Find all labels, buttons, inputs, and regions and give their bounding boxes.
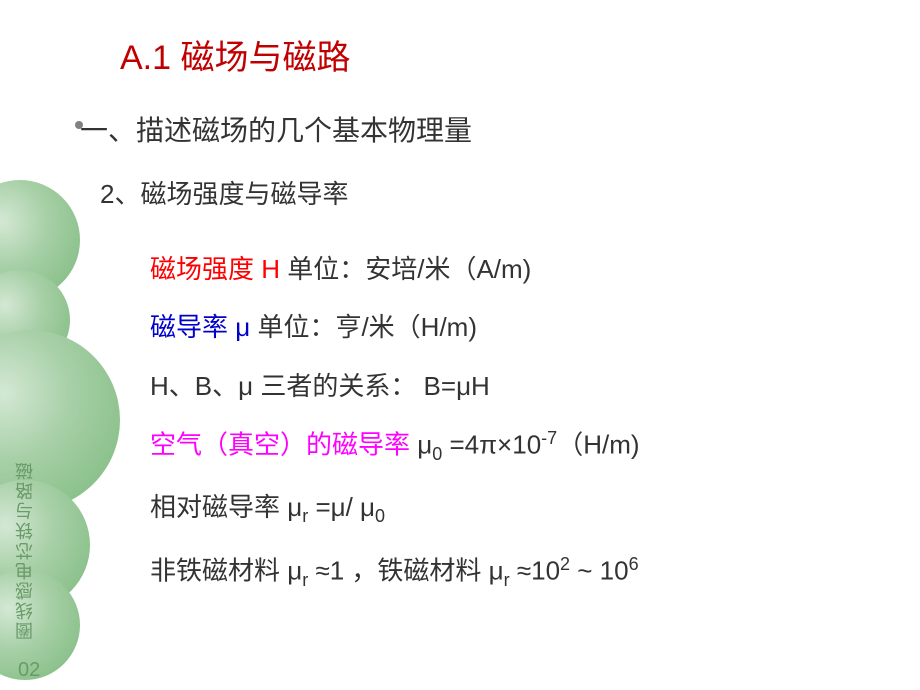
text-black: （H/m) (557, 430, 639, 460)
text-black: 相对磁导率 μ (150, 492, 302, 522)
content-line-2: 磁导率 μ 单位：亨/米（H/m) (150, 309, 880, 345)
content-line-4: 空气（真空）的磁导率 μ0 =4π×10-7（H/m) (150, 426, 880, 467)
content-line-6: 非铁磁材料 μr ≈1 ，铁磁材料 μr ≈102 ~ 106 (150, 552, 880, 593)
text-blue: 磁导率 μ (150, 312, 250, 342)
text-black: =4π×10 (442, 430, 541, 460)
slide-content: A.1 磁场与磁路 一、描述磁场的几个基本物理量 2、磁场强度与磁导率 磁场强度… (100, 30, 880, 615)
text-magenta: 空气（真空）的磁导率 (150, 430, 410, 460)
content-line-1: 磁场强度 H 单位：安培/米（A/m) (150, 251, 880, 287)
superscript: -7 (541, 428, 557, 448)
text-black: ≈1 ，铁磁材料 μ (308, 555, 503, 585)
text-black: μ (410, 430, 432, 460)
superscript: 2 (560, 554, 570, 574)
text-black: 非铁磁材料 μ (150, 555, 302, 585)
content-line-5: 相对磁导率 μr =μ/ μ0 (150, 489, 880, 529)
text-black: =μ/ μ (308, 492, 375, 522)
section-heading-2: 2、磁场强度与磁导率 (100, 174, 880, 211)
section-1-text: 一、描述磁场的几个基本物理量 (80, 115, 472, 146)
bullet-icon (75, 121, 83, 129)
text-black: 单位：亨/米（H/m) (250, 312, 477, 342)
text-black: 单位：安培/米（A/m) (280, 254, 531, 284)
text-red: 磁场强度 H (150, 254, 280, 284)
slide-title: A.1 磁场与磁路 (120, 30, 880, 79)
vertical-label: 圈线感电芯铁与路磁 (12, 460, 38, 640)
section-heading-1: 一、描述磁场的几个基本物理量 (80, 109, 880, 149)
content-line-3: H、B、μ 三者的关系： B=μH (150, 368, 880, 404)
subscript: 0 (375, 506, 385, 526)
page-number: 02 (18, 659, 40, 682)
text-black: ~ 10 (570, 555, 629, 585)
subscript: 0 (432, 444, 442, 464)
superscript: 6 (629, 554, 639, 574)
text-black: ≈10 (510, 555, 560, 585)
